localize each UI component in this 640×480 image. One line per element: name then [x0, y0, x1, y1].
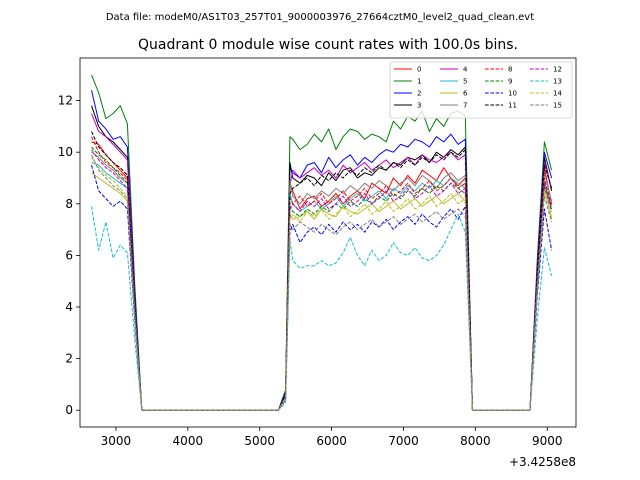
y-tick-label: 0 [65, 403, 73, 417]
series-line-14 [91, 157, 553, 411]
x-tick-label: 3000 [101, 434, 132, 448]
legend-label-13: 13 [553, 78, 562, 86]
legend-label-3: 3 [417, 102, 421, 110]
y-tick-label: 12 [58, 94, 73, 108]
legend-label-8: 8 [508, 66, 512, 74]
chart-title: Quadrant 0 module wise count rates with … [138, 37, 518, 53]
legend-label-11: 11 [508, 102, 517, 110]
y-tick-label: 2 [65, 352, 73, 366]
legend-label-10: 10 [508, 90, 517, 98]
x-tick-label: 8000 [460, 434, 491, 448]
legend-label-14: 14 [553, 90, 562, 98]
legend-label-6: 6 [463, 90, 468, 98]
legend-label-9: 9 [508, 78, 512, 86]
legend-label-0: 0 [417, 66, 421, 74]
x-axis-ticks: 3000 4000 5000 6000 7000 8000 9000 [101, 427, 563, 448]
legend-label-15: 15 [553, 102, 562, 110]
series-line-15 [91, 154, 553, 411]
x-tick-label: 9000 [532, 434, 563, 448]
y-tick-label: 8 [65, 197, 73, 211]
x-offset-label: +3.4258e8 [509, 455, 576, 469]
x-tick-label: 6000 [316, 434, 347, 448]
legend-box [389, 61, 573, 119]
y-axis-ticks: 0 2 4 6 8 10 12 [58, 94, 80, 417]
y-tick-label: 4 [65, 300, 73, 314]
x-tick-label: 5000 [244, 434, 275, 448]
series-line-10 [91, 164, 553, 411]
suptitle: Data file: modeM0/AS1T03_257T01_90000039… [106, 12, 534, 23]
legend-label-2: 2 [417, 90, 421, 98]
y-tick-label: 6 [65, 248, 73, 262]
series-line-12 [91, 149, 553, 411]
legend-label-12: 12 [553, 66, 562, 74]
axes-frame [79, 57, 577, 428]
x-tick-label: 7000 [388, 434, 419, 448]
legend-label-1: 1 [417, 78, 421, 86]
y-tick-label: 10 [58, 145, 73, 159]
legend-label-7: 7 [463, 102, 467, 110]
series-lines [91, 74, 553, 411]
legend-label-4: 4 [463, 66, 468, 74]
x-tick-label: 4000 [173, 434, 204, 448]
legend-label-5: 5 [463, 78, 467, 86]
